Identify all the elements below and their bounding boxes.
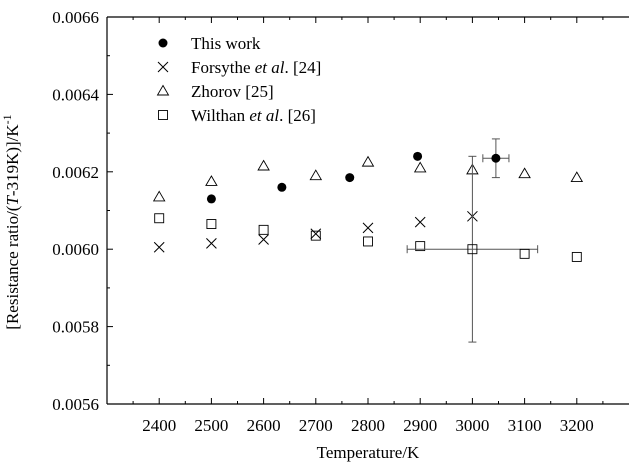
y-tick-label: 0.0058: [52, 318, 99, 337]
x-tick-label: 2700: [299, 416, 333, 435]
x-tick-label: 2600: [247, 416, 281, 435]
open-square-marker: [519, 248, 530, 259]
cross-marker: [157, 61, 169, 73]
y-tick-label: 0.0064: [52, 85, 99, 104]
data-points: [152, 138, 584, 343]
filled-circle-marker: [206, 194, 216, 204]
legend: This work Forsythe et al. [24] Zhorov [25]…: [156, 34, 321, 125]
cross-marker: [206, 238, 217, 249]
open-square-marker: [154, 213, 165, 224]
legend-label: Zhorov [25]: [191, 82, 274, 101]
filled-circle-marker: [158, 38, 168, 48]
x-tick-label: 2900: [403, 416, 437, 435]
x-tick-label: 2500: [194, 416, 228, 435]
legend-label: This work: [191, 34, 261, 53]
x-tick-label: 3200: [560, 416, 594, 435]
cross-marker: [258, 234, 269, 245]
open-square-marker: [158, 110, 168, 120]
cross-marker: [310, 228, 322, 240]
open-triangle-marker: [361, 155, 375, 167]
x-tick-label: 3000: [455, 416, 489, 435]
open-triangle-marker: [309, 169, 323, 181]
open-square-marker: [206, 219, 217, 229]
filled-circle-marker: [491, 153, 501, 163]
filled-circle-marker: [413, 151, 423, 161]
open-square-marker: [310, 230, 321, 241]
open-triangle-marker: [152, 190, 166, 202]
cross-marker: [362, 222, 374, 234]
y-tick-label: 0.0056: [52, 395, 99, 414]
cross-marker: [153, 241, 165, 253]
open-triangle-marker: [156, 84, 170, 96]
x-tick-label: 2400: [142, 416, 176, 435]
y-tick-label: 0.0060: [52, 240, 99, 259]
open-triangle-marker: [413, 161, 427, 173]
open-square-marker: [467, 244, 478, 255]
x-tick-label: 3100: [508, 416, 542, 435]
y-tick-label: 0.0066: [52, 8, 99, 27]
open-triangle-marker: [205, 175, 218, 186]
x-tick-label: 2800: [351, 416, 385, 435]
filled-circle-marker: [345, 173, 355, 183]
open-triangle-marker: [518, 167, 531, 179]
axes: 2400 2500 2600 2700 2800 2900 3000 3100 3200 0.00…: [52, 8, 629, 435]
open-triangle-marker: [570, 171, 584, 183]
open-square-marker: [258, 224, 269, 235]
cross-marker: [414, 216, 426, 228]
y-tick-label: 0.0062: [52, 163, 99, 182]
y-axis-title: [Resistance ratio/(T-319K)]/K-1: [0, 114, 22, 329]
legend-label: Forsythe et al. [24]: [191, 58, 321, 77]
filled-circle-marker: [277, 182, 287, 192]
x-axis-title: Temperature/K: [317, 443, 420, 462]
open-triangle-marker: [257, 159, 270, 171]
open-square-marker: [415, 241, 426, 252]
open-square-marker: [363, 236, 373, 247]
open-square-marker: [571, 251, 582, 262]
legend-label: Wilthan et al. [26]: [191, 106, 316, 125]
